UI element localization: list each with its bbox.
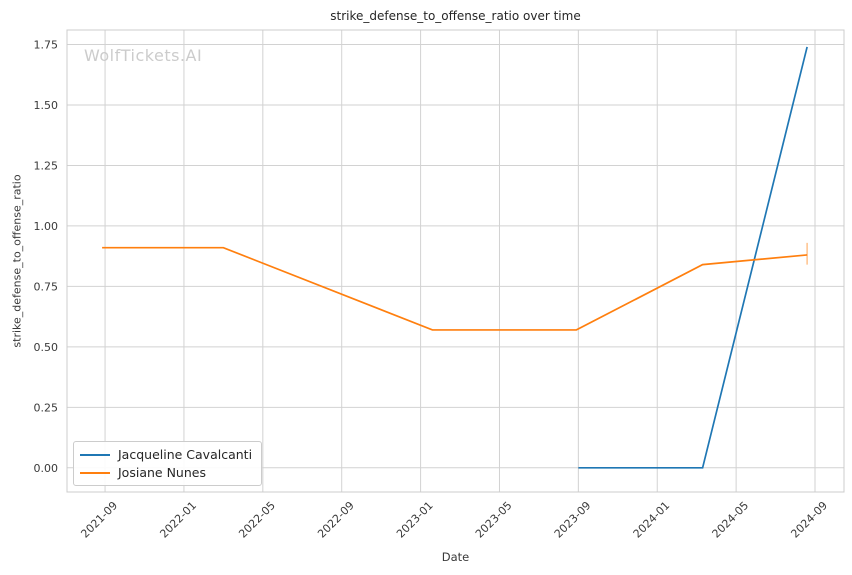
legend-item: Jacqueline Cavalcanti [80,446,252,463]
legend-line-swatch-blue [80,453,110,456]
y-tick-label: 1.25 [34,159,59,172]
x-tick-label: 2023-05 [473,499,515,541]
y-tick-label: 1.00 [34,220,59,233]
chart-title: strike_defense_to_offense_ratio over tim… [330,9,581,23]
plot-border [66,29,845,493]
x-tick-label: 2022-05 [236,499,278,541]
x-tick-label: 2021-09 [78,499,120,541]
x-tick-label: 2024-09 [788,499,830,541]
legend-item: Josiane Nunes [80,464,252,481]
legend: Jacqueline Cavalcanti Josiane Nunes [73,441,263,486]
y-tick-label: 1.50 [34,99,59,112]
legend-label: Jacqueline Cavalcanti [118,447,253,462]
y-tick-label: 0.00 [34,462,59,475]
x-tick-label: 2022-09 [315,499,357,541]
series-line-jacqueline-cavalcanti [578,46,808,469]
watermark: WolfTickets.AI [84,46,203,65]
legend-label: Josiane Nunes [118,465,206,480]
series-line-josiane-nunes [102,246,808,331]
y-tick-label: 0.25 [34,401,59,414]
x-tick-label: 2023-09 [552,499,594,541]
x-tick-label: 2022-01 [157,499,199,541]
y-tick-label: 0.75 [34,280,59,293]
x-axis-label: Date [441,550,470,564]
x-tick-label: 2023-01 [394,499,436,541]
y-tick-label: 0.50 [34,341,59,354]
x-tick-label: 2024-01 [631,499,673,541]
x-tick-label: 2024-05 [710,499,752,541]
legend-line-swatch-orange [80,471,110,474]
y-tick-label: 1.75 [34,39,59,52]
y-axis-label: strike_defense_to_offense_ratio [10,174,24,348]
